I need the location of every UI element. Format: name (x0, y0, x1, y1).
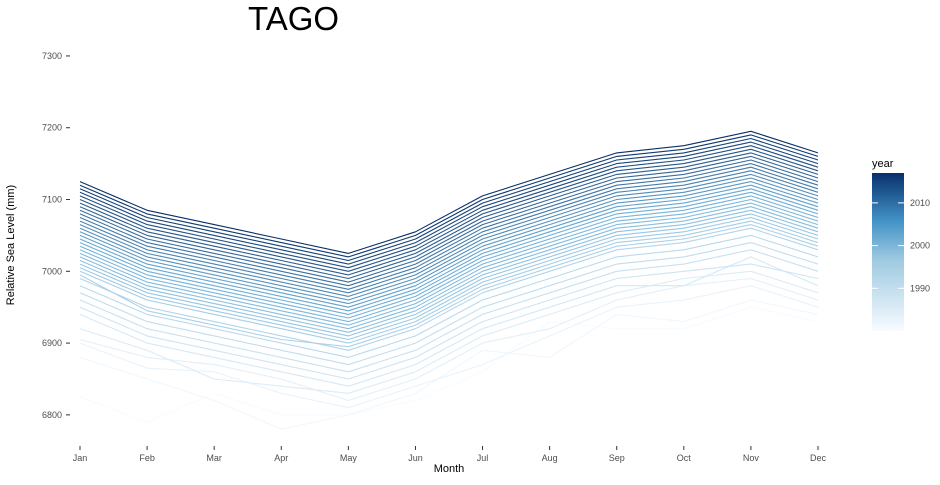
series-line-1986 (79, 263, 819, 380)
series-line-1982 (79, 285, 819, 409)
series-line-1990 (79, 227, 819, 351)
series-line-1980 (79, 306, 819, 423)
series-line-1998 (79, 198, 819, 323)
series-line-2006 (79, 170, 819, 294)
series-line-2010 (79, 155, 819, 280)
series-line-2003 (79, 181, 819, 305)
x-axis-title: Month (434, 463, 465, 475)
y-tick-label: 7000 (42, 266, 62, 276)
chart-title: TAGO (248, 0, 339, 37)
x-tick-label: Jan (73, 453, 88, 463)
series-line-2000 (79, 191, 819, 315)
series-line-1995 (79, 209, 819, 333)
series-line-2011 (79, 152, 819, 276)
y-tick-label: 6900 (42, 338, 62, 348)
series-line-1993 (79, 216, 819, 341)
x-tick-label: Apr (274, 453, 288, 463)
series-line-2007 (79, 166, 819, 290)
color-legend: year 1990 2000 2010 (872, 158, 930, 331)
series-line-1991 (79, 224, 819, 348)
x-tick-label: Oct (677, 453, 692, 463)
y-tick-label: 7300 (42, 51, 62, 61)
series-line-2012 (79, 148, 819, 272)
x-axis: Jan Feb Mar Apr May Jun Jul Aug Sep Oct Nov Dec (73, 446, 827, 463)
series-line-1981 (79, 299, 819, 430)
y-tick-label: 7100 (42, 195, 62, 205)
series-line-1992 (79, 220, 819, 344)
x-tick-label: May (340, 453, 358, 463)
legend-tick-label: 2000 (910, 241, 930, 251)
legend-tick-label: 1990 (910, 283, 930, 293)
series-line-2013 (79, 145, 819, 269)
series-line-1996 (79, 206, 819, 330)
x-tick-label: Nov (743, 453, 760, 463)
series-line-1984 (79, 270, 819, 394)
x-tick-label: Jun (408, 453, 423, 463)
series-line-2001 (79, 188, 819, 312)
x-tick-label: Dec (810, 453, 827, 463)
x-tick-label: Jul (477, 453, 489, 463)
legend-title: year (872, 158, 894, 170)
x-tick-label: Feb (139, 453, 155, 463)
series-line-2002 (79, 184, 819, 308)
x-tick-label: Sep (609, 453, 625, 463)
series-line-2004 (79, 177, 819, 301)
series-line-1994 (79, 213, 819, 337)
series-line-1985 (79, 256, 819, 387)
y-axis: 6800 6900 7000 7100 7200 7300 (42, 51, 70, 420)
legend-tick-label: 2010 (910, 198, 930, 208)
series-line-1999 (79, 195, 819, 319)
series-line-1988 (79, 242, 819, 366)
legend-colorbar (872, 173, 904, 331)
series-line-1987 (79, 249, 819, 373)
series-line-2015 (79, 137, 819, 262)
series-line-2014 (79, 141, 819, 265)
legend-ticks: 1990 2000 2010 (872, 198, 930, 293)
series-line-2005 (79, 173, 819, 297)
x-tick-label: Aug (542, 453, 558, 463)
series-line-2016 (79, 134, 819, 258)
series-line-2009 (79, 159, 819, 283)
y-tick-label: 6800 (42, 410, 62, 420)
series-layer (79, 130, 819, 430)
series-line-1989 (79, 234, 819, 358)
y-tick-label: 7200 (42, 123, 62, 133)
x-tick-label: Mar (206, 453, 222, 463)
series-line-1983 (79, 277, 819, 402)
series-line-2017 (79, 130, 819, 254)
series-line-1997 (79, 202, 819, 326)
y-axis-title: Relative Sea Level (mm) (5, 185, 17, 305)
series-line-2008 (79, 163, 819, 287)
